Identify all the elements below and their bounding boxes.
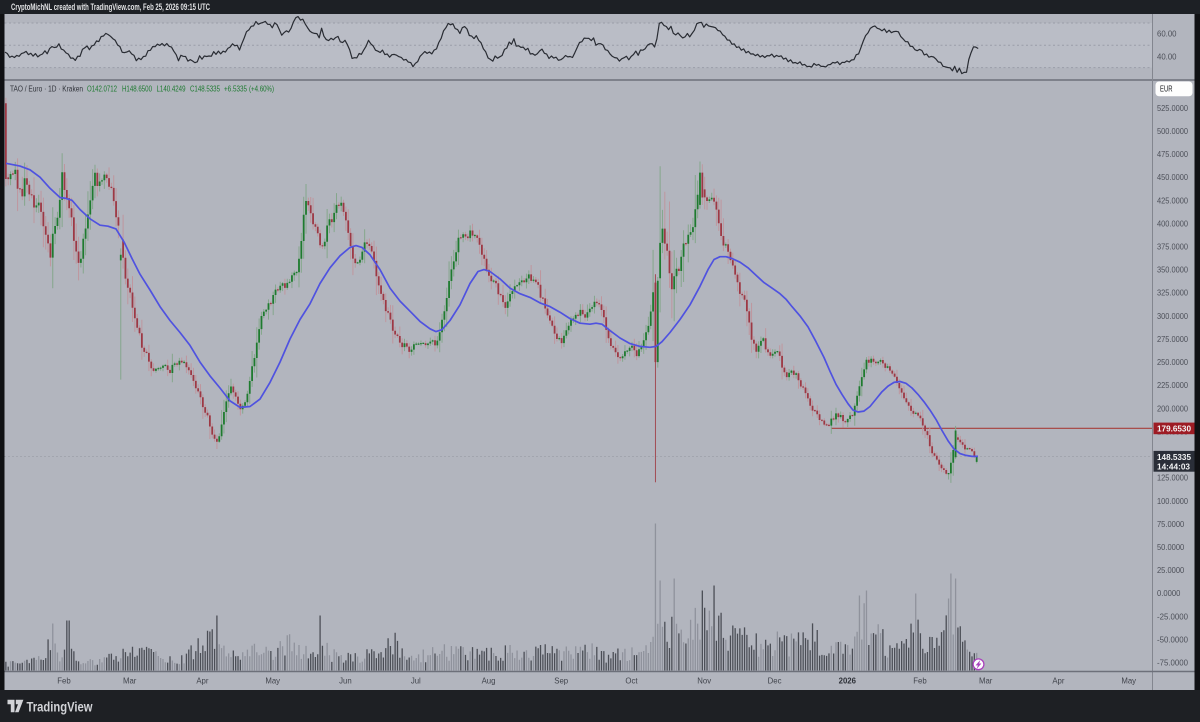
svg-text:Oct: Oct (625, 677, 638, 686)
svg-text:H148.6500: H148.6500 (122, 84, 152, 93)
svg-text:400.0000: 400.0000 (1157, 219, 1189, 228)
svg-text:148.5335: 148.5335 (1157, 452, 1191, 462)
svg-text:14:44:03: 14:44:03 (1157, 462, 1190, 472)
svg-text:225.0000: 225.0000 (1157, 381, 1189, 390)
svg-text:450.0000: 450.0000 (1157, 173, 1189, 182)
svg-text:350.0000: 350.0000 (1157, 266, 1189, 275)
svg-text:75.0000: 75.0000 (1157, 520, 1185, 529)
svg-text:525.0000: 525.0000 (1157, 104, 1189, 113)
svg-text:May: May (1121, 677, 1136, 686)
svg-text:-25.0000: -25.0000 (1157, 612, 1189, 621)
svg-text:Mar: Mar (979, 677, 993, 686)
svg-text:25.0000: 25.0000 (1157, 566, 1185, 575)
svg-text:375.0000: 375.0000 (1157, 243, 1189, 252)
svg-text:Nov: Nov (697, 677, 711, 686)
svg-text:CryptoMichNL created with Trad: CryptoMichNL created with TradingView.co… (11, 2, 210, 12)
svg-text:Apr: Apr (196, 677, 209, 686)
svg-text:Feb: Feb (57, 677, 71, 686)
svg-text:179.6530: 179.6530 (1157, 424, 1191, 434)
svg-text:125.0000: 125.0000 (1157, 474, 1189, 483)
svg-text:(+4.60%): (+4.60%) (249, 84, 274, 93)
svg-text:EUR: EUR (1160, 85, 1173, 94)
svg-text:O142.0712: O142.0712 (87, 84, 117, 93)
svg-text:500.0000: 500.0000 (1157, 127, 1189, 136)
svg-text:200.0000: 200.0000 (1157, 404, 1189, 413)
svg-text:Feb: Feb (913, 677, 927, 686)
svg-text:Sep: Sep (554, 677, 569, 686)
svg-text:TAO / Euro · 1D · Kraken: TAO / Euro · 1D · Kraken (10, 84, 83, 93)
svg-text:425.0000: 425.0000 (1157, 196, 1189, 205)
svg-text:Mar: Mar (123, 677, 137, 686)
svg-text:Aug: Aug (482, 677, 496, 686)
svg-text:60.00: 60.00 (1157, 30, 1177, 39)
svg-text:250.0000: 250.0000 (1157, 358, 1189, 367)
svg-text:475.0000: 475.0000 (1157, 150, 1189, 159)
svg-text:Jul: Jul (411, 677, 421, 686)
svg-text:+6.5335: +6.5335 (224, 84, 247, 93)
svg-text:-50.0000: -50.0000 (1157, 635, 1189, 644)
svg-text:May: May (265, 677, 280, 686)
svg-text:L140.4249: L140.4249 (157, 84, 186, 93)
svg-text:40.00: 40.00 (1157, 52, 1177, 61)
svg-text:50.0000: 50.0000 (1157, 543, 1185, 552)
svg-text:-75.0000: -75.0000 (1157, 659, 1189, 668)
svg-text:2026: 2026 (839, 677, 857, 686)
svg-text:0.0000: 0.0000 (1157, 589, 1181, 598)
svg-text:100.0000: 100.0000 (1157, 497, 1189, 506)
svg-text:C148.5335: C148.5335 (190, 84, 220, 93)
svg-text:Apr: Apr (1052, 677, 1065, 686)
svg-text:Jun: Jun (339, 677, 352, 686)
svg-text:Dec: Dec (768, 677, 782, 686)
svg-text:300.0000: 300.0000 (1157, 312, 1189, 321)
svg-text:325.0000: 325.0000 (1157, 289, 1189, 298)
svg-text:275.0000: 275.0000 (1157, 335, 1189, 344)
svg-text:TradingView: TradingView (27, 699, 93, 714)
